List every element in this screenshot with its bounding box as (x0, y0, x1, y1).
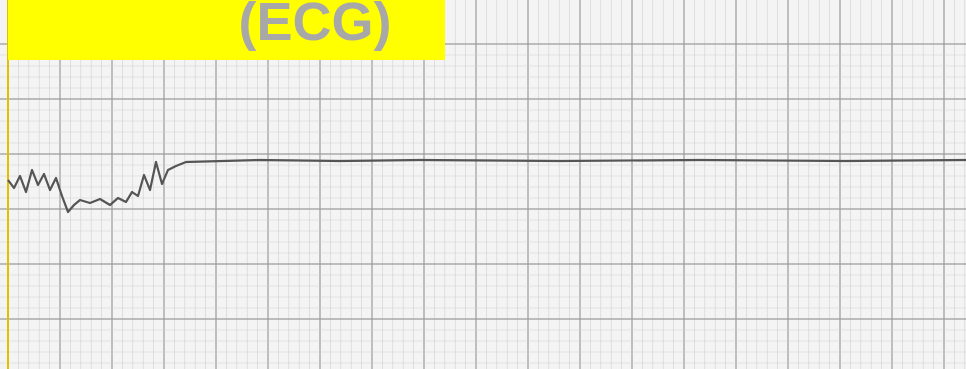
ecg-strip: (ECG) (0, 0, 966, 369)
page: (ECG) (() => { const data = JSON.parse(d… (0, 0, 966, 369)
label-text: (ECG) (239, 0, 392, 52)
